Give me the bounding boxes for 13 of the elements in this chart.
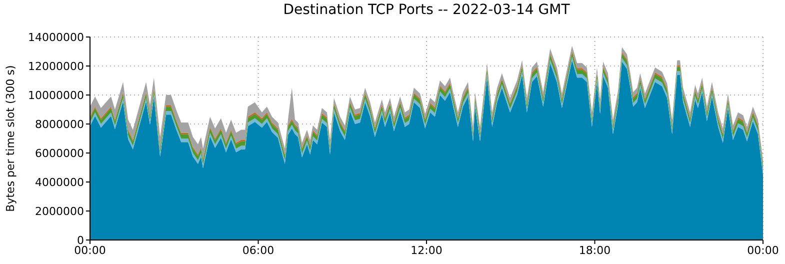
y-tick-label: 6000000 [35, 146, 84, 160]
y-tick-label: 10000000 [28, 88, 84, 102]
x-tick-label: 18:00 [578, 244, 611, 257]
x-tick-label: 00:00 [747, 244, 779, 257]
y-tick-label: 14000000 [28, 30, 84, 44]
y-tick-label: 2000000 [35, 204, 84, 218]
x-tick-label: 06:00 [242, 244, 274, 257]
y-tick-label: 12000000 [28, 60, 84, 73]
chart-title: Destination TCP Ports -- 2022-03-14 GMT [282, 2, 571, 18]
y-tick-label: 8000000 [35, 118, 84, 131]
y-axis-title: Bytes per time slot (300 s) [4, 65, 17, 212]
x-tick-label: 12:00 [410, 244, 442, 257]
y-tick-label: 4000000 [35, 176, 84, 189]
